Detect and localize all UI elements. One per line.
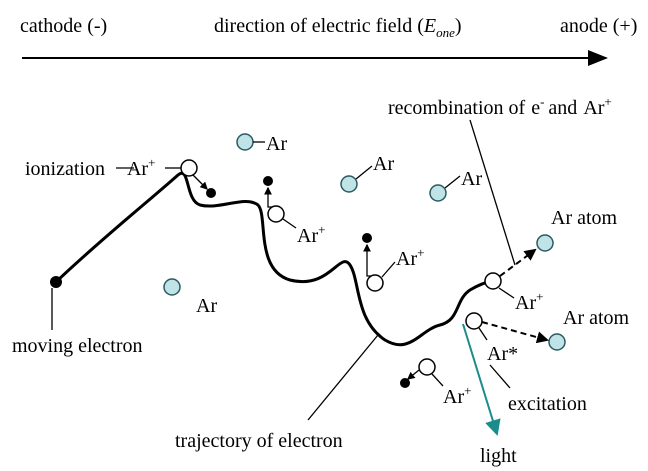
recomb-and: and — [548, 97, 577, 119]
ion-text: Ar — [297, 225, 318, 247]
ion-label: Ar+ — [443, 383, 471, 408]
field-label: direction of electric field (Eone) — [214, 15, 462, 40]
ion-link — [282, 218, 297, 229]
ion-link — [498, 287, 515, 299]
excited-label: Ar* — [487, 343, 518, 365]
excited-link — [478, 327, 488, 341]
ion — [366, 274, 384, 292]
recomb-e: e — [531, 97, 540, 119]
ar-atom-label: Ar atom — [563, 307, 630, 329]
ion-arrow — [192, 174, 208, 190]
ar-atom — [548, 333, 566, 351]
excitation-label: excitation — [508, 393, 587, 415]
ar-label: Ar — [373, 153, 394, 175]
recombination-arrow — [499, 248, 537, 277]
ion-text: Ar — [396, 248, 417, 270]
electron — [206, 188, 216, 198]
ion-label: Ar+ — [396, 245, 424, 270]
light-label: light — [480, 445, 517, 467]
ionization-ar: Ar — [127, 158, 148, 180]
field-subscript: one — [436, 25, 455, 40]
ar-link — [444, 175, 461, 189]
ar-atom — [236, 133, 254, 151]
ion — [267, 205, 285, 223]
ion-link — [381, 261, 396, 278]
ion-charge: + — [417, 245, 424, 260]
light-arrow — [462, 323, 501, 436]
electron — [50, 276, 62, 288]
ion-arrow — [406, 369, 420, 380]
ion — [484, 272, 502, 290]
ar-atom — [163, 278, 181, 296]
ion-charge: + — [318, 222, 325, 237]
ar-atom-label: Ar atom — [551, 207, 618, 229]
ion-text: Ar — [515, 292, 536, 314]
excitation-pointer — [489, 364, 511, 389]
ar-label: Ar — [461, 168, 482, 190]
ionization-text: ionization — [25, 158, 105, 180]
ionization-label: ionization Ar+ — [25, 155, 155, 180]
ion — [418, 358, 436, 376]
ar-atom — [536, 234, 554, 252]
recombination-label: recombination of e-and Ar+ — [388, 94, 612, 119]
ionization-charge: + — [148, 155, 155, 170]
electron — [362, 233, 372, 243]
electron — [400, 378, 410, 388]
ion-label: Ar+ — [297, 222, 325, 247]
ar-label: Ar — [266, 133, 287, 155]
ar-atom — [340, 175, 358, 193]
cathode-label: cathode (-) — [20, 15, 107, 37]
ion-label: Ar+ — [515, 289, 543, 314]
recomb-e-charge: - — [540, 94, 544, 109]
trajectory-pointer — [307, 334, 379, 421]
ar-atom — [429, 184, 447, 202]
ion-link — [431, 373, 444, 387]
ion — [180, 159, 198, 177]
ion-arrow — [264, 186, 276, 208]
recomb-pointer — [469, 119, 516, 266]
electron — [263, 176, 273, 186]
recomb-ar: Ar — [583, 97, 604, 119]
ar-label: Ar — [196, 295, 217, 317]
ion-charge: + — [464, 383, 471, 398]
ion-arrow — [363, 243, 375, 277]
electron-trajectory — [54, 171, 493, 347]
excited-ion — [465, 312, 483, 330]
field-text: direction of electric field ( — [214, 15, 424, 37]
ar-link — [355, 165, 373, 180]
field-close: ) — [455, 15, 462, 37]
trajectory-label: trajectory of electron — [175, 430, 343, 452]
ion-charge: + — [536, 289, 543, 304]
field-symbol: E — [423, 15, 436, 37]
excitation-arrow — [481, 321, 549, 344]
recomb-ar-charge: + — [604, 94, 611, 109]
moving-electron-label: moving electron — [12, 335, 143, 357]
ion-text: Ar — [443, 386, 464, 408]
recomb-text: recombination of — [388, 97, 526, 119]
anode-label: anode (+) — [560, 15, 637, 37]
